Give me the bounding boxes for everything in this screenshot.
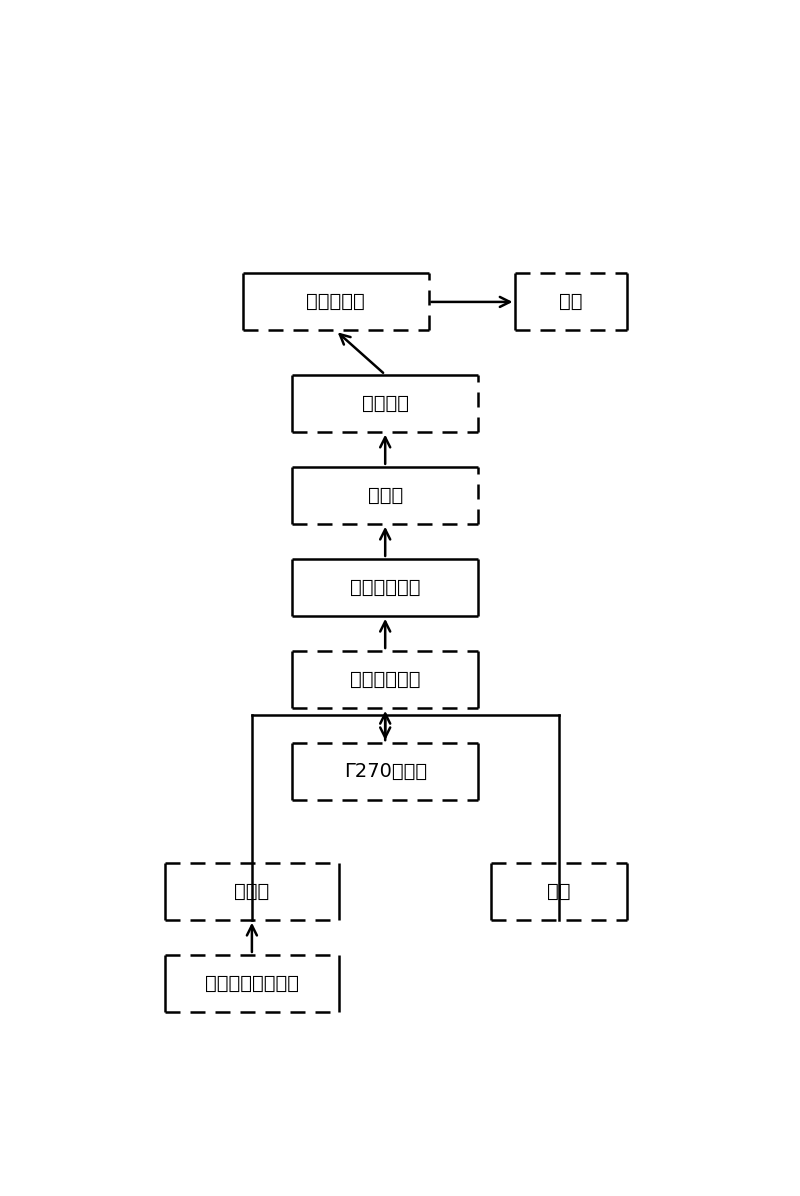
Text: 风干、冷却: 风干、冷却 <box>306 292 365 311</box>
Text: Γ270密炼机: Γ270密炼机 <box>344 762 426 781</box>
Text: 第一台开炼机: 第一台开炼机 <box>350 670 421 689</box>
Text: 上辅机: 上辅机 <box>234 881 270 901</box>
Text: 压片机: 压片机 <box>367 486 403 505</box>
Text: 隔离剂槽: 隔离剂槽 <box>362 393 409 413</box>
Text: 小料: 小料 <box>547 881 570 901</box>
Text: 生胶、炭黑、油料: 生胶、炭黑、油料 <box>205 974 299 993</box>
Text: 垄放: 垄放 <box>559 292 583 311</box>
Text: 第二开炼机组: 第二开炼机组 <box>350 578 421 597</box>
